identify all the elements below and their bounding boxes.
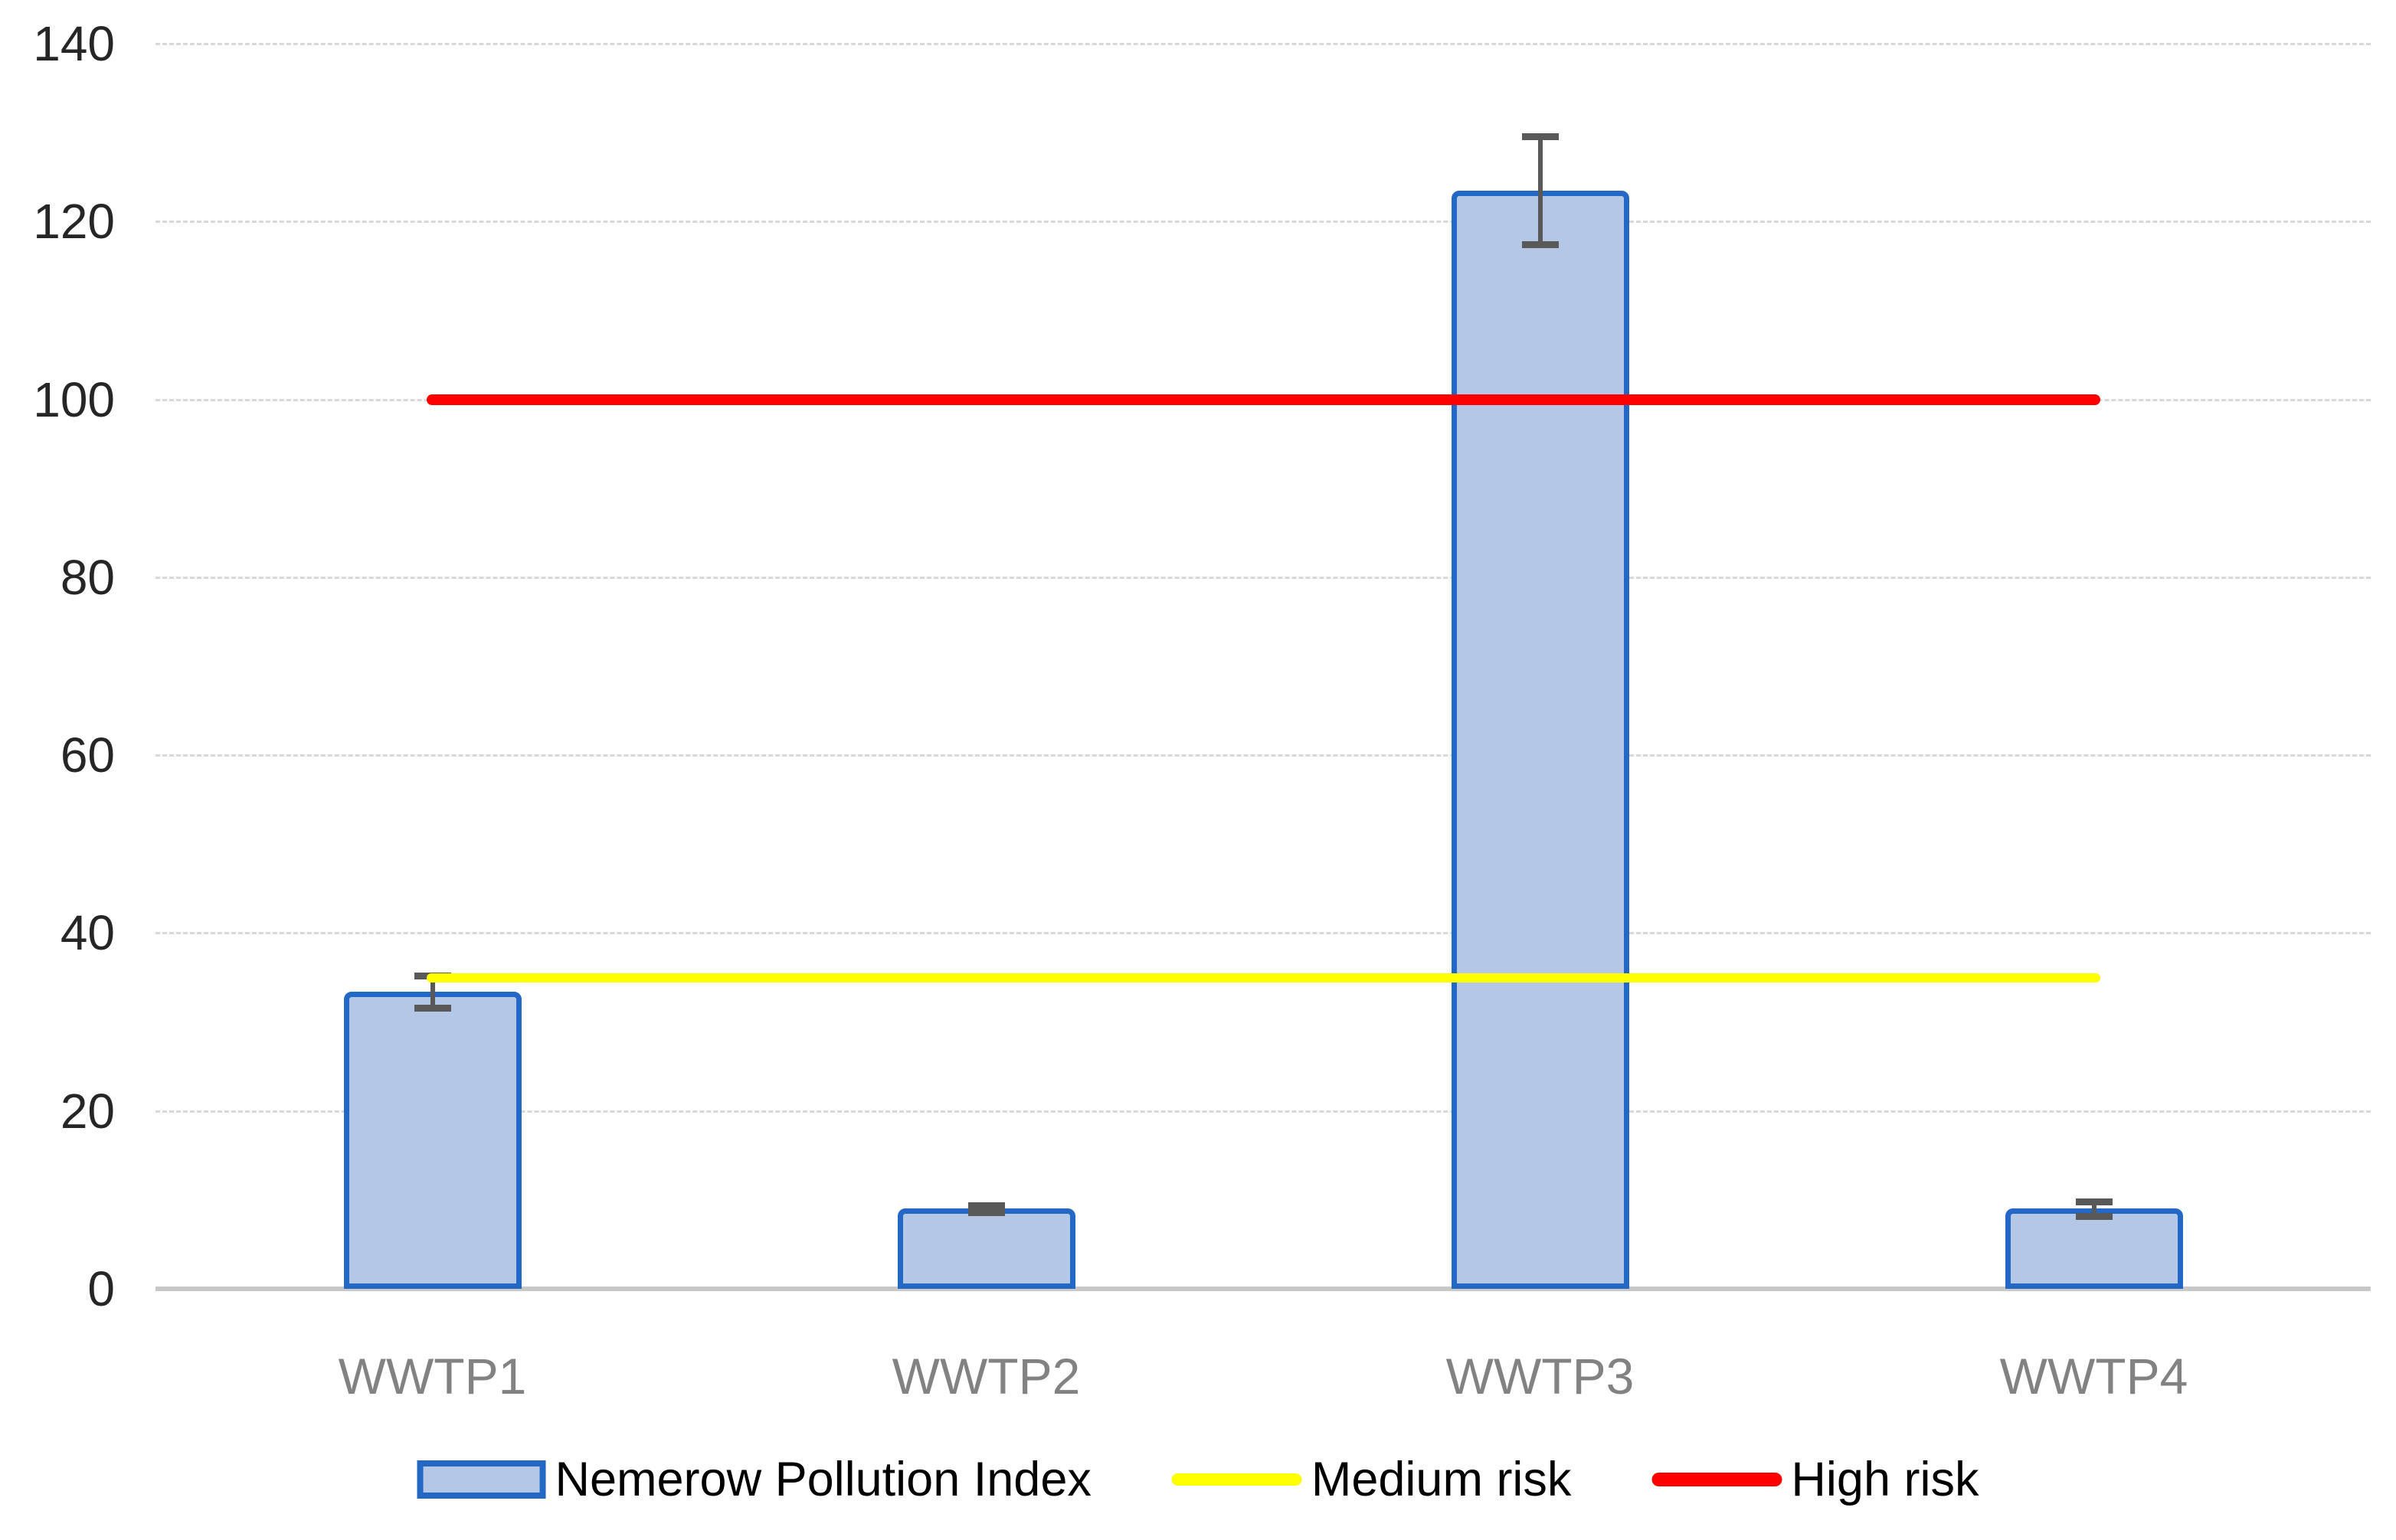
- y-tick-label-0: 0: [87, 1261, 115, 1316]
- x-category-label-wwtp1: WWTP1: [338, 1348, 527, 1404]
- chart-legend: Nemerow Pollution Index Medium risk High…: [417, 1452, 1979, 1507]
- legend-label-high-risk: High risk: [1791, 1453, 1979, 1506]
- error-bar-wwtp1: [430, 976, 435, 1008]
- medium-risk-line: [426, 973, 2100, 983]
- error-cap-bottom-wwtp2: [967, 1209, 1005, 1217]
- gridline-20: [155, 1110, 2371, 1113]
- legend-item-medium-risk: Medium risk: [1171, 1452, 1572, 1507]
- bar-wwtp4: [2005, 1208, 2183, 1289]
- y-tick-label-100: 100: [33, 371, 115, 427]
- error-cap-top-wwtp4: [2075, 1198, 2113, 1206]
- gridline-120: [155, 221, 2371, 224]
- legend-item-nemerow: Nemerow Pollution Index: [417, 1452, 1092, 1507]
- x-category-label-wwtp3: WWTP3: [1445, 1348, 1635, 1404]
- y-tick-label-80: 80: [60, 549, 115, 605]
- error-bar-wwtp3: [1537, 136, 1543, 245]
- error-cap-bottom-wwtp3: [1521, 241, 1559, 249]
- legend-label-medium-risk: Medium risk: [1311, 1453, 1572, 1506]
- yellow-line-icon: [1171, 1473, 1302, 1486]
- y-tick-label-20: 20: [60, 1083, 115, 1139]
- high-risk-line: [426, 394, 2100, 405]
- error-cap-bottom-wwtp1: [414, 1004, 451, 1012]
- x-category-label-wwtp4: WWTP4: [1999, 1348, 2188, 1404]
- x-category-label-wwtp2: WWTP2: [892, 1348, 1081, 1404]
- bar-wwtp3: [1451, 190, 1629, 1289]
- y-tick-label-140: 140: [33, 16, 115, 71]
- y-tick-label-40: 40: [60, 905, 115, 961]
- error-cap-top-wwtp2: [967, 1202, 1005, 1209]
- bar-wwtp1: [343, 992, 522, 1289]
- legend-item-high-risk: High risk: [1651, 1452, 1979, 1507]
- bar-swatch-icon: [417, 1460, 546, 1499]
- error-cap-top-wwtp3: [1521, 132, 1559, 140]
- gridline-80: [155, 576, 2371, 579]
- gridline-60: [155, 754, 2371, 757]
- legend-label-nemerow: Nemerow Pollution Index: [555, 1453, 1092, 1506]
- y-tick-label-60: 60: [60, 727, 115, 783]
- gridline-40: [155, 932, 2371, 935]
- y-tick-label-120: 120: [33, 194, 115, 250]
- error-bar-wwtp4: [2091, 1202, 2096, 1216]
- x-axis-line: [155, 1287, 2371, 1291]
- red-line-icon: [1651, 1473, 1782, 1486]
- gridline-140: [155, 43, 2371, 45]
- bar-wwtp2: [897, 1208, 1075, 1289]
- error-cap-bottom-wwtp4: [2075, 1212, 2113, 1220]
